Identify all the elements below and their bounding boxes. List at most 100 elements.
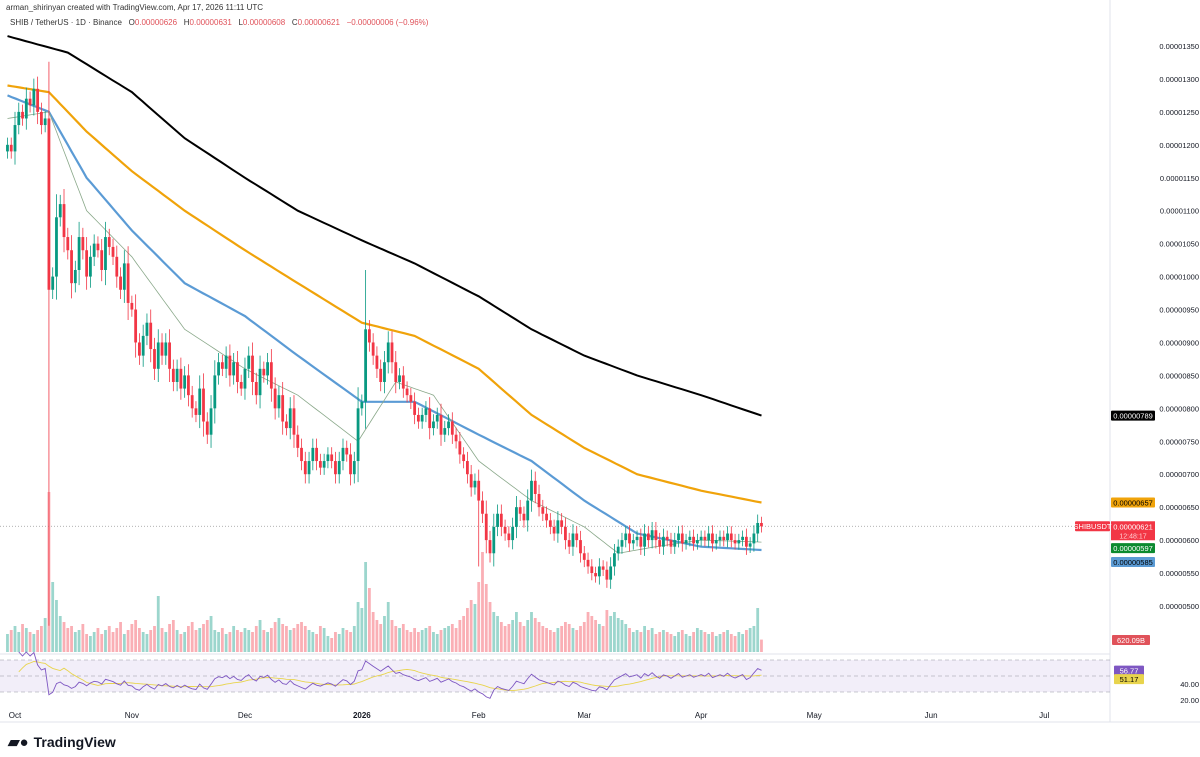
volume-bar xyxy=(247,630,251,652)
candle xyxy=(28,91,32,113)
candle xyxy=(530,469,533,512)
candle xyxy=(409,387,413,409)
volume-bar xyxy=(737,632,741,652)
candle-body xyxy=(179,368,183,389)
candle-body xyxy=(326,454,330,462)
candle xyxy=(145,313,149,346)
candle xyxy=(680,525,684,552)
candle-body xyxy=(646,533,650,541)
candle-body xyxy=(428,408,432,429)
candle xyxy=(334,451,337,484)
candle-body xyxy=(92,243,96,257)
y-tick-label: 0.00000550 xyxy=(1159,569,1199,578)
candle xyxy=(96,236,100,258)
candle-body xyxy=(680,533,684,544)
volume-bar xyxy=(349,632,352,652)
price-label-657-bg xyxy=(1111,497,1155,508)
candle-body xyxy=(254,381,258,396)
volume-bar xyxy=(620,620,624,652)
candle-body xyxy=(58,204,62,218)
volume-bar xyxy=(269,628,273,652)
candle-body xyxy=(695,540,699,544)
candle-body xyxy=(748,543,752,547)
candle-body xyxy=(315,447,318,462)
candle xyxy=(695,533,699,550)
candle-body xyxy=(39,111,43,126)
candle-body xyxy=(205,421,209,435)
candle-body xyxy=(307,461,311,475)
volume-bar xyxy=(413,628,417,652)
volume-bar xyxy=(533,618,537,652)
y-tick-label: 0.00000800 xyxy=(1159,404,1199,413)
candle xyxy=(281,381,285,435)
candle-body xyxy=(605,569,609,580)
logo-text: TradingView xyxy=(33,734,116,750)
volume-bar xyxy=(262,630,266,652)
candle-body xyxy=(100,250,104,270)
volume-bar xyxy=(567,624,571,652)
volume-bar xyxy=(560,626,564,652)
volume-bar xyxy=(285,626,288,652)
symbol-name[interactable]: SHIB / TetherUS · 1D · Binance xyxy=(10,18,122,27)
candle-body xyxy=(526,500,530,521)
candle xyxy=(277,385,281,418)
volume-bar xyxy=(711,632,714,652)
candle xyxy=(620,532,624,554)
candle-body xyxy=(729,533,733,541)
candle-body xyxy=(220,362,224,369)
candle xyxy=(85,237,89,290)
volume-bar xyxy=(179,634,183,652)
volume-bar xyxy=(326,636,330,652)
volume-bar xyxy=(530,612,533,652)
candle-body xyxy=(9,144,13,152)
volume-bar xyxy=(9,630,13,652)
volume-bar xyxy=(729,634,733,652)
candle xyxy=(168,329,171,382)
volume-bar xyxy=(699,630,703,652)
candle xyxy=(367,320,371,352)
volume-bar xyxy=(631,632,635,652)
volume-bar xyxy=(628,628,631,652)
volume-bar xyxy=(130,624,134,652)
volume-bar xyxy=(322,628,326,652)
candle-body xyxy=(579,540,582,554)
candle-body xyxy=(66,237,70,251)
current-price-label-bg xyxy=(1111,521,1155,541)
candle-body xyxy=(266,362,269,376)
candle-body xyxy=(375,355,379,369)
candle xyxy=(122,250,126,303)
candle xyxy=(81,227,85,260)
candle-body xyxy=(47,118,51,290)
candle xyxy=(481,491,484,523)
candle-body xyxy=(435,414,439,422)
volume-bar xyxy=(107,626,111,652)
volume-bar xyxy=(379,624,383,652)
candle-body xyxy=(658,540,662,547)
volume-bar xyxy=(217,632,220,652)
candle-body xyxy=(168,342,171,369)
candle-body xyxy=(349,454,352,475)
candle-body xyxy=(194,408,198,415)
volume-bar xyxy=(477,582,481,652)
y-tick-label: 0.00001350 xyxy=(1159,42,1199,51)
candle xyxy=(488,530,492,563)
volume-bar xyxy=(138,628,141,652)
volume-bar xyxy=(752,626,756,652)
candle-body xyxy=(187,375,190,396)
candle xyxy=(507,526,511,548)
candle-body xyxy=(699,536,703,541)
volume-bar xyxy=(511,620,515,652)
candle-body xyxy=(70,250,73,284)
volume-bar xyxy=(545,628,548,652)
candle-body xyxy=(77,237,81,270)
candle-body xyxy=(81,237,85,251)
volume-bar xyxy=(401,624,405,652)
candle xyxy=(24,87,28,130)
candle-body xyxy=(537,493,541,508)
candle-body xyxy=(752,533,756,544)
candle-body xyxy=(405,388,409,396)
rsi-line xyxy=(18,651,762,699)
candle-body xyxy=(24,98,28,119)
volume-bar xyxy=(564,622,567,652)
